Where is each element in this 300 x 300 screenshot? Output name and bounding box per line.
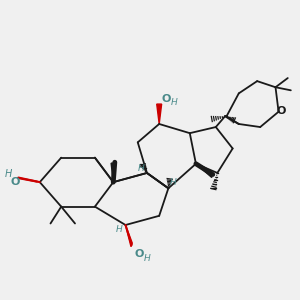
Polygon shape: [157, 104, 162, 124]
Text: O: O: [10, 176, 20, 187]
Text: H: H: [138, 164, 145, 173]
Text: O: O: [277, 106, 286, 116]
Text: H: H: [144, 254, 151, 262]
Polygon shape: [196, 164, 212, 178]
Text: H: H: [116, 225, 123, 234]
Polygon shape: [125, 225, 132, 247]
Text: H: H: [5, 169, 12, 179]
Polygon shape: [111, 163, 116, 182]
Text: H: H: [171, 98, 178, 107]
Text: O: O: [135, 249, 144, 259]
Text: H: H: [169, 178, 176, 187]
Text: O: O: [161, 94, 171, 104]
